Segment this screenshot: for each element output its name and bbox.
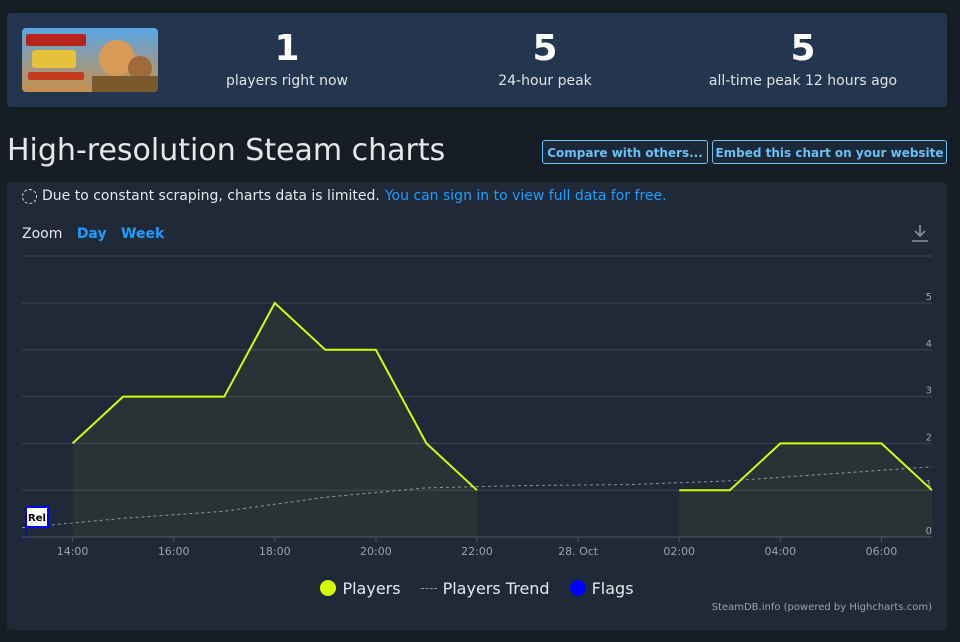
legend-players-trend[interactable]: Players Trend xyxy=(420,578,550,598)
x-tick-label: 28. Oct xyxy=(558,545,599,558)
y-tick-label: 0 xyxy=(926,526,932,537)
page-title: High-resolution Steam charts xyxy=(7,133,446,168)
sign-in-link[interactable]: You can sign in to view full data for fr… xyxy=(384,188,667,204)
stat-players-now: 1 players right now xyxy=(157,27,417,89)
flags-dot-icon xyxy=(569,580,586,596)
flag-label: Rel xyxy=(28,513,46,524)
x-tick-label: 02:00 xyxy=(663,545,695,558)
dashed-line-icon xyxy=(420,587,437,589)
y-tick-label: 2 xyxy=(926,432,932,443)
chart-panel: 0 1 2 3 4 5 14:00 16:00 18:00 20:00 22:00 28. Oct 02… xyxy=(7,182,947,630)
stat-value: 5 xyxy=(532,28,558,69)
flag-marker xyxy=(25,506,49,528)
stats-bar: 1 players right now 5 24-hour peak 5 all… xyxy=(7,13,947,107)
x-tick-label: 20:00 xyxy=(360,545,392,558)
x-tick-label: 06:00 xyxy=(866,545,898,558)
data-limit-notice: Due to constant scraping, charts data is… xyxy=(22,188,667,204)
chart-credit: SteamDB.info (powered by Highcharts.com) xyxy=(711,602,932,613)
stat-label: players right now xyxy=(226,73,348,89)
game-thumbnail[interactable] xyxy=(22,28,158,92)
dashed-circle-icon xyxy=(22,188,37,204)
players-area-1 xyxy=(72,303,478,537)
legend-label: Players xyxy=(342,578,401,598)
stat-label: all-time peak 12 hours ago xyxy=(708,73,898,89)
stat-value: 1 xyxy=(274,28,300,69)
players-dot-icon xyxy=(320,580,337,596)
legend-label: Flags xyxy=(591,578,634,598)
y-tick-label: 3 xyxy=(926,386,932,397)
legend-flags[interactable]: Flags xyxy=(569,578,634,598)
download-icon[interactable] xyxy=(909,222,931,244)
notice-text: Due to constant scraping, charts data is… xyxy=(42,188,380,204)
players-line-1 xyxy=(71,301,478,491)
x-tick-label: 22:00 xyxy=(461,545,493,558)
x-tick-label: 16:00 xyxy=(158,545,190,558)
players-area-2 xyxy=(679,443,932,537)
zoom-day-button[interactable]: Day xyxy=(76,226,107,242)
zoom-label: Zoom xyxy=(22,226,63,242)
stat-all-time-peak: 5 all-time peak 12 hours ago xyxy=(673,27,933,89)
legend-players[interactable]: Players xyxy=(320,578,401,598)
y-tick-label: 1 xyxy=(926,479,932,490)
x-tick-label: 14:00 xyxy=(57,545,89,558)
compare-button[interactable]: Compare with others... xyxy=(542,140,708,164)
chart: 0 1 2 3 4 5 14:00 16:00 18:00 20:00 22:00 28. Oct 02… xyxy=(21,255,933,558)
y-tick-label: 4 xyxy=(926,339,932,350)
legend-label: Players Trend xyxy=(442,578,550,598)
stat-24h-peak: 5 24-hour peak xyxy=(415,27,675,89)
stat-label: 24-hour peak xyxy=(498,73,592,89)
y-tick-label: 5 xyxy=(926,292,932,303)
zoom-control: Zoom Day Week xyxy=(22,226,164,242)
x-tick-label: 18:00 xyxy=(259,545,291,558)
zoom-week-button[interactable]: Week xyxy=(121,226,165,242)
x-tick-label: 04:00 xyxy=(764,545,796,558)
stat-value: 5 xyxy=(790,28,816,69)
chart-legend: Players Players Trend Flags xyxy=(7,578,947,598)
embed-chart-button[interactable]: Embed this chart on your website xyxy=(712,140,947,164)
players-trend-line xyxy=(21,466,933,529)
players-line-2 xyxy=(679,442,933,492)
